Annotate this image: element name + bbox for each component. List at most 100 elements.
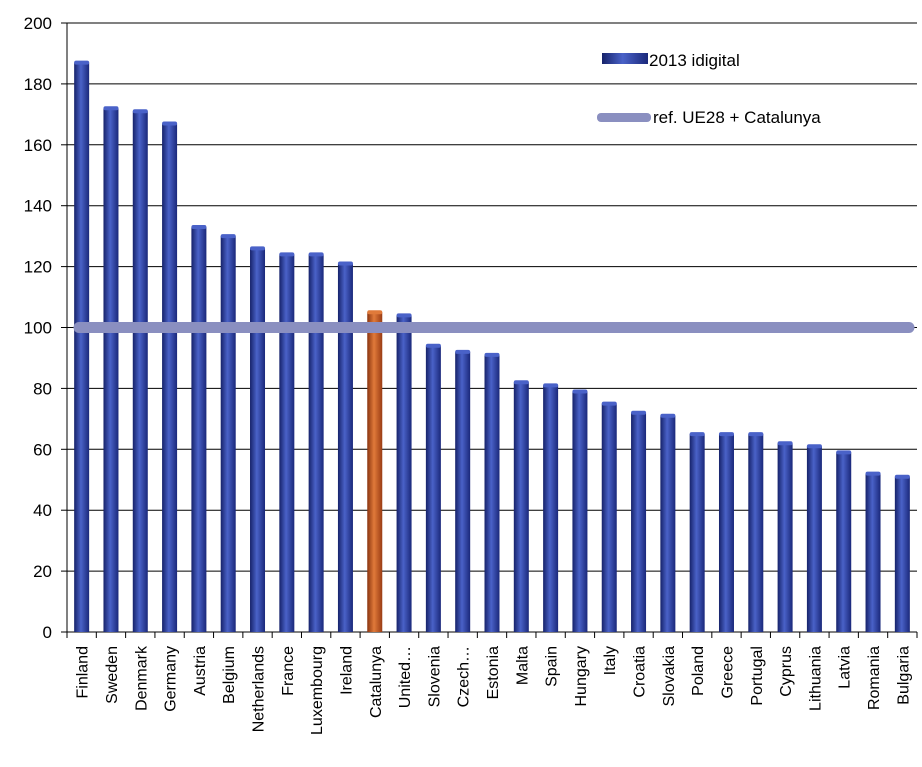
x-tick-label: Romania — [866, 646, 883, 710]
x-tick-label: Ireland — [338, 646, 355, 695]
bar-portugal — [748, 434, 764, 632]
y-tick-label: 80 — [33, 379, 52, 398]
bar-cap — [279, 252, 295, 257]
bar-cap — [162, 121, 178, 126]
x-tick-label: United… — [397, 646, 414, 708]
bar-cap — [132, 109, 148, 114]
legend-swatch-bar — [602, 53, 648, 64]
bar-cap — [220, 234, 236, 239]
bar-lithuania — [806, 446, 822, 632]
tick-labels: 0 20 40 60 80 100 120 140 160 180 200 Finland Sweden… — [24, 14, 913, 735]
bar-luxembourg — [308, 254, 324, 633]
bar-belgium — [220, 236, 236, 632]
x-tick-label: Slovakia — [661, 646, 678, 707]
x-tick-label: Poland — [690, 646, 707, 696]
bar-cap — [513, 380, 529, 385]
bar-hungary — [572, 391, 588, 632]
legend-label-reference: ref. UE28 + Catalunya — [653, 108, 821, 127]
bar-denmark — [132, 111, 148, 633]
bar-germany — [162, 123, 178, 633]
bar-cap — [425, 343, 441, 348]
y-tick-label: 200 — [24, 14, 52, 33]
x-tick-label: Germany — [163, 646, 180, 712]
x-tick-label: Sweden — [104, 646, 121, 704]
x-tick-label: Bulgaria — [895, 646, 912, 705]
bar-ireland — [337, 263, 353, 632]
bar-cap — [191, 225, 207, 230]
bar-malta — [513, 382, 529, 632]
bar-cap — [484, 352, 500, 357]
bar-slovenia — [425, 345, 441, 632]
x-tick-label: Catalunya — [368, 646, 385, 718]
bar-sweden — [103, 108, 119, 632]
y-tick-label: 180 — [24, 75, 52, 94]
x-tick-label: France — [280, 646, 297, 696]
x-tick-label: Finland — [75, 646, 92, 698]
x-tick-label: Portugal — [749, 646, 766, 706]
bar-cap — [367, 310, 383, 315]
bar-poland — [689, 434, 705, 632]
y-tick-label: 40 — [33, 501, 52, 520]
bar-cap — [455, 349, 471, 354]
x-tick-label: Hungary — [573, 646, 590, 706]
x-tick-label: Greece — [719, 646, 736, 699]
x-tick-label: Netherlands — [251, 646, 268, 732]
bar-finland — [74, 62, 90, 632]
x-tick-label: Italy — [602, 646, 619, 675]
bar-cap — [777, 441, 793, 446]
bar-catalunya — [367, 312, 383, 632]
bar-cap — [865, 471, 881, 476]
bar-cap — [308, 252, 324, 257]
bar-france — [279, 254, 295, 633]
bar-bulgaria — [894, 476, 910, 632]
bar-italy — [601, 403, 617, 632]
x-tick-label: Belgium — [221, 646, 238, 704]
bar-cyprus — [777, 443, 793, 632]
bar-united — [396, 315, 412, 632]
x-tick-label: Czech… — [456, 646, 473, 707]
y-tick-label: 60 — [33, 440, 52, 459]
y-tick-label: 120 — [24, 258, 52, 277]
bar-estonia — [484, 354, 500, 632]
bar-austria — [191, 227, 207, 632]
bar-spain — [543, 385, 559, 632]
bar-netherlands — [250, 248, 266, 632]
bar-czech — [455, 351, 471, 632]
x-tick-label: Slovenia — [426, 646, 443, 707]
x-tick-label: Malta — [514, 646, 531, 685]
bar-cap — [748, 432, 764, 437]
bar-romania — [865, 473, 881, 632]
bar-cap — [806, 444, 822, 449]
bar-cap — [631, 410, 647, 415]
y-tick-label: 100 — [24, 319, 52, 338]
axes — [61, 22, 918, 638]
bar-cap — [689, 432, 705, 437]
bar-cap — [601, 401, 617, 406]
bar-latvia — [836, 452, 852, 632]
legend-label-series: 2013 idigital — [649, 51, 740, 70]
legend-swatch-reference — [597, 113, 651, 122]
x-tick-label: Croatia — [632, 646, 649, 698]
bar-cap — [74, 60, 90, 65]
bar-cap — [250, 246, 266, 251]
x-tick-label: Estonia — [485, 646, 502, 699]
x-tick-label: Denmark — [133, 645, 150, 711]
bar-cap — [718, 432, 734, 437]
y-tick-label: 160 — [24, 136, 52, 155]
y-tick-label: 0 — [43, 623, 52, 642]
bar-cap — [660, 413, 676, 418]
bar-cap — [103, 106, 119, 111]
bar-cap — [337, 261, 353, 266]
bar-cap — [894, 474, 910, 479]
bar-cap — [543, 383, 559, 388]
bars — [74, 60, 910, 633]
x-tick-label: Latvia — [837, 646, 854, 689]
bar-cap — [836, 450, 852, 455]
x-tick-label: Lithuania — [807, 646, 824, 711]
bar-slovakia — [660, 415, 676, 632]
bar-croatia — [631, 412, 647, 632]
bar-cap — [572, 389, 588, 394]
legend: 2013 idigital ref. UE28 + Catalunya — [597, 51, 821, 127]
